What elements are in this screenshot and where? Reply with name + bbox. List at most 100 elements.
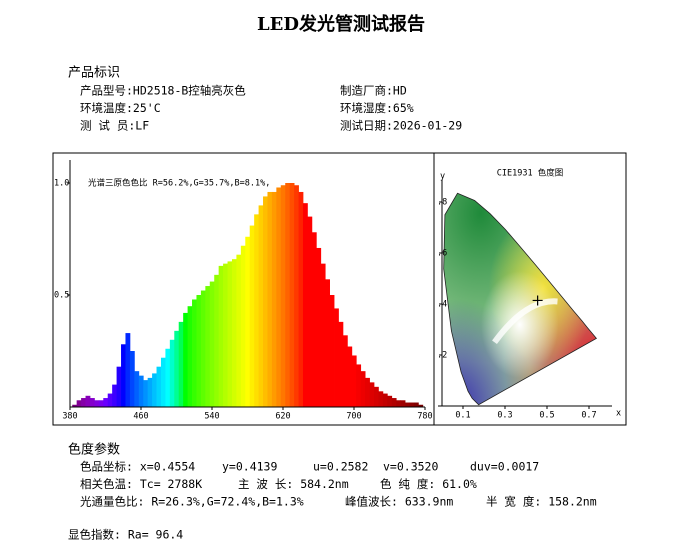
spectrum-bar (356, 364, 362, 407)
spectrum-bar (342, 335, 348, 407)
info-field: 产品型号:HD2518-B控轴亮灰色 (80, 84, 246, 98)
x-tick-label: 620 (275, 412, 290, 422)
axis-label: y (440, 172, 445, 182)
spectrum-bar (289, 183, 295, 407)
spectrum-bar (236, 254, 242, 407)
x-tick-label: 460 (133, 412, 148, 422)
spectrum-bar (205, 286, 211, 407)
spectrum-bar (347, 346, 353, 407)
y-tick-label: .6 (437, 249, 447, 259)
y-tick-label: .4 (437, 300, 447, 310)
info-field: 环境湿度:65% (340, 101, 414, 115)
x-tick-label: 700 (346, 412, 361, 422)
spectrum-bar (156, 366, 162, 407)
spectrum-bar (263, 196, 268, 407)
spectrum-bar (320, 263, 326, 407)
spectrum-bar (307, 216, 313, 407)
spectrum-bar (223, 263, 228, 407)
param-field: 半 宽 度: 158.2nm (486, 495, 597, 509)
report-title: LED发光管测试报告 (257, 13, 425, 35)
spectrum-bar (89, 398, 95, 407)
spectrum-bar (200, 290, 206, 407)
spectrum-bar (192, 299, 197, 407)
spectrum-bar (271, 191, 277, 407)
spectrum-bar (249, 225, 255, 407)
spectrum-bar (165, 348, 171, 407)
x-tick-label: 0.3 (497, 411, 512, 421)
spectrum-bar (329, 295, 335, 407)
spectrum-bar (387, 395, 393, 407)
spectrum-bar (152, 373, 157, 407)
section-heading: 色度参数 (68, 442, 120, 458)
param-field: 相关色温: Tc= 2788K (80, 477, 202, 491)
y-tick-label: 0.5 (54, 291, 69, 301)
spectrum-bar (382, 393, 388, 407)
spectrum-bar (311, 232, 317, 407)
spectrum-bar (94, 400, 100, 407)
spectrum-bar (267, 191, 273, 407)
gamut (443, 193, 597, 405)
gamut-fill (443, 193, 597, 405)
spectrum-bar (214, 274, 220, 407)
axis-label: x (616, 409, 621, 419)
spectrum-bar (231, 259, 237, 407)
chart-frame (52, 152, 627, 426)
x-tick-label: 0.1 (455, 411, 470, 421)
y-tick-label: .8 (437, 198, 447, 208)
chromaticity-point (532, 295, 543, 306)
spectrum-bar (245, 236, 251, 407)
spectrum-bar (294, 185, 299, 407)
spectral-locus (443, 192, 598, 406)
param-field: duv=0.0017 (470, 460, 539, 474)
spectrum-bar (72, 404, 78, 407)
param-field: 色品坐标: x=0.4554 (80, 460, 195, 474)
spectrum-bar (85, 395, 91, 407)
spectrum-bar (285, 183, 291, 407)
spectrum-bar (254, 214, 259, 407)
spectrum-bar (316, 247, 322, 407)
spectrum-bar (400, 400, 406, 407)
cri: 显色指数: Ra= 96.4 (68, 528, 183, 542)
spectrum-bar (396, 400, 401, 407)
spectrum-bar (107, 393, 113, 407)
param-field: u=0.2582 (313, 460, 368, 474)
spectrum-bar (112, 384, 117, 407)
spectrum-bar (298, 191, 304, 407)
spectrum-bar (351, 355, 357, 407)
x-tick-label: 540 (204, 412, 219, 422)
spectrum-bar (196, 295, 202, 407)
spectrum-bar (169, 339, 175, 407)
param-field: 峰值波长: 633.9nm (345, 495, 453, 509)
spectrum-bar (81, 398, 86, 407)
spectrum-bar (240, 245, 246, 407)
info-field: 制造厂商:HD (340, 84, 407, 98)
spectrum-bar (280, 185, 286, 407)
param-field: 主 波 长: 584.2nm (238, 477, 349, 491)
info-field: 测试日期:2026-01-29 (340, 119, 462, 133)
spectrum-bars (72, 183, 424, 407)
spectrum-bar (129, 351, 135, 407)
chart-title: CIE1931 色度图 (497, 168, 563, 179)
spectrum-bar (378, 391, 384, 407)
spectrum-bar (409, 402, 415, 407)
spectrum-bar (103, 398, 109, 407)
spectrum-bar (369, 382, 375, 407)
y-tick-label: .2 (437, 351, 447, 361)
spectrum-bar (405, 402, 410, 407)
spectrum-bar (338, 321, 344, 407)
planck-locus (492, 298, 558, 345)
spectrum-bar (116, 366, 122, 407)
spectrum-bar (218, 265, 224, 407)
y-tick-label: 1.0 (54, 179, 69, 189)
spectrum-bar (418, 404, 424, 407)
x-tick-label: 0.5 (539, 411, 554, 421)
spectrum-bar (413, 402, 419, 407)
spectrum-bar (125, 333, 131, 407)
spectrum-bar (174, 330, 180, 407)
spectrum-bar (365, 377, 370, 407)
spectrum-bar (325, 279, 330, 407)
spectrum-bar (258, 205, 264, 407)
x-tick-label: 0.7 (581, 411, 596, 421)
spectrum-bar (76, 400, 82, 407)
